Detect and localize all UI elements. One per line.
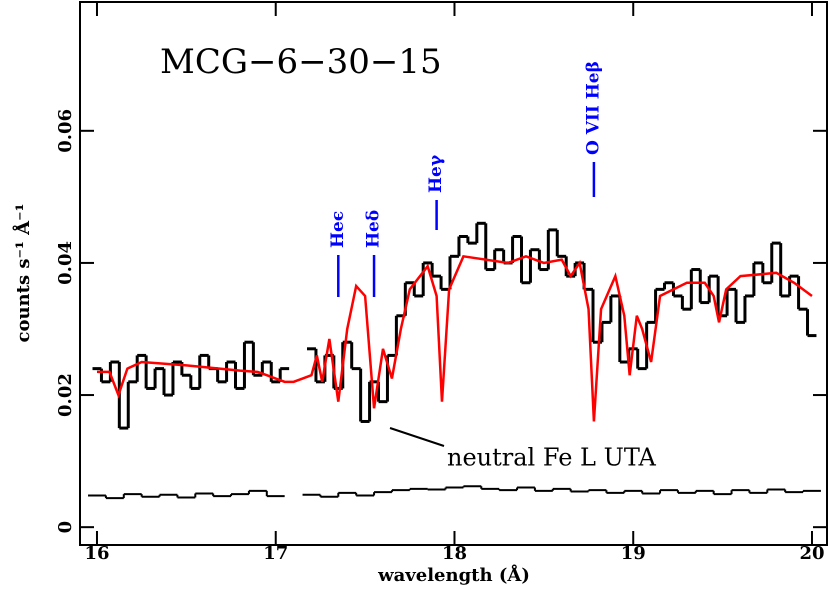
- x-tick-label: 20: [799, 543, 824, 564]
- line-label: O VII Heβ: [583, 61, 603, 155]
- x-tick-label: 17: [263, 543, 288, 564]
- annotation-label: neutral Fe L UTA: [447, 444, 657, 472]
- x-tick-label: 16: [84, 543, 109, 564]
- pointer-line: [389, 427, 445, 447]
- x-axis-label: wavelength (Å): [377, 563, 530, 586]
- line-label: Heγ: [426, 154, 446, 193]
- y-tick-label: 0.06: [55, 109, 76, 153]
- chart-title: MCG−6−30−15: [160, 42, 442, 82]
- x-tick-label: 18: [442, 543, 467, 564]
- line-label: Heϵ: [328, 211, 348, 248]
- y-axis-label: counts s⁻¹ Å⁻¹: [11, 204, 34, 343]
- model-line: [96, 254, 813, 422]
- y-tick-label: 0: [55, 521, 76, 534]
- y-tick-label: 0.04: [55, 241, 76, 285]
- line-label: Heδ: [364, 210, 384, 248]
- y-tick-label: 0.02: [55, 373, 76, 417]
- x-tick-label: 19: [621, 543, 646, 564]
